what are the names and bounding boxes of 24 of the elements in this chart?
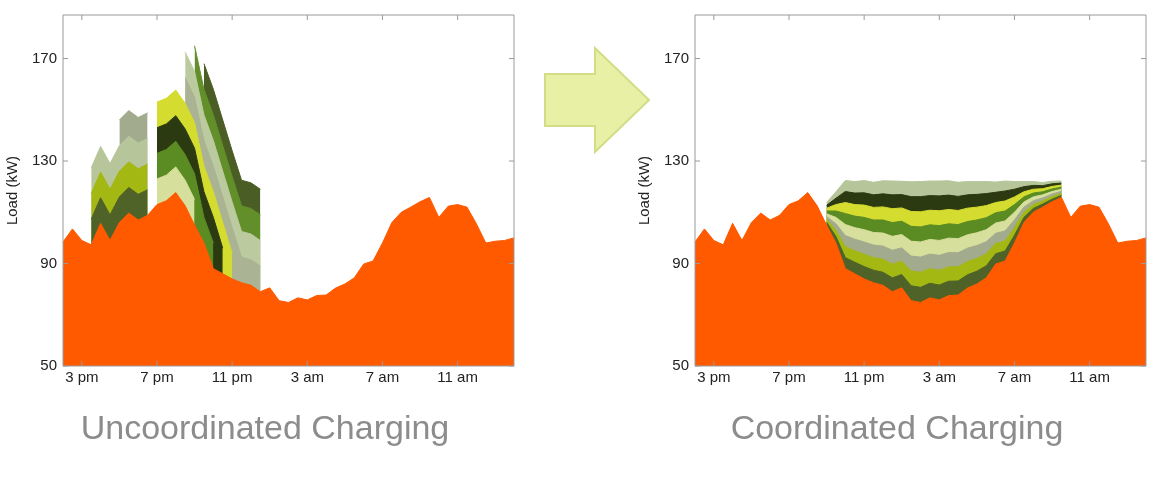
y-axis-title: Load (kW) bbox=[635, 155, 653, 226]
x-tick-label: 7 pm bbox=[140, 368, 174, 386]
x-tick-label: 3 pm bbox=[697, 368, 731, 386]
y-tick-label: 130 bbox=[664, 151, 690, 169]
y-tick-label: 170 bbox=[32, 48, 58, 66]
text: Coordinated Charging bbox=[729, 408, 1065, 447]
x-tick-label: 11 am bbox=[1069, 368, 1110, 386]
y-tick-label: 50 bbox=[672, 356, 690, 374]
x-tick-label: 7 pm bbox=[772, 368, 806, 386]
y-tick-label: 130 bbox=[32, 151, 58, 169]
x-tick-label: 11 pm bbox=[211, 368, 253, 386]
y-tick-label: 50 bbox=[40, 356, 58, 374]
x-tick-label: 3 am bbox=[290, 368, 324, 386]
y-axis-title: Load (kW) bbox=[3, 155, 21, 226]
y-tick-label: 90 bbox=[672, 253, 690, 271]
y-tick-label: 90 bbox=[40, 253, 58, 271]
x-tick-label: 11 pm bbox=[843, 368, 885, 386]
x-tick-label: 7 am bbox=[365, 368, 400, 386]
x-tick-label: 11 am bbox=[437, 368, 478, 386]
text: Uncoordinated Charging bbox=[79, 408, 451, 447]
y-tick-label: 170 bbox=[664, 48, 690, 66]
x-tick-label: 7 am bbox=[997, 368, 1032, 386]
x-tick-label: 3 am bbox=[922, 368, 956, 386]
x-tick-label: 3 pm bbox=[65, 368, 99, 386]
